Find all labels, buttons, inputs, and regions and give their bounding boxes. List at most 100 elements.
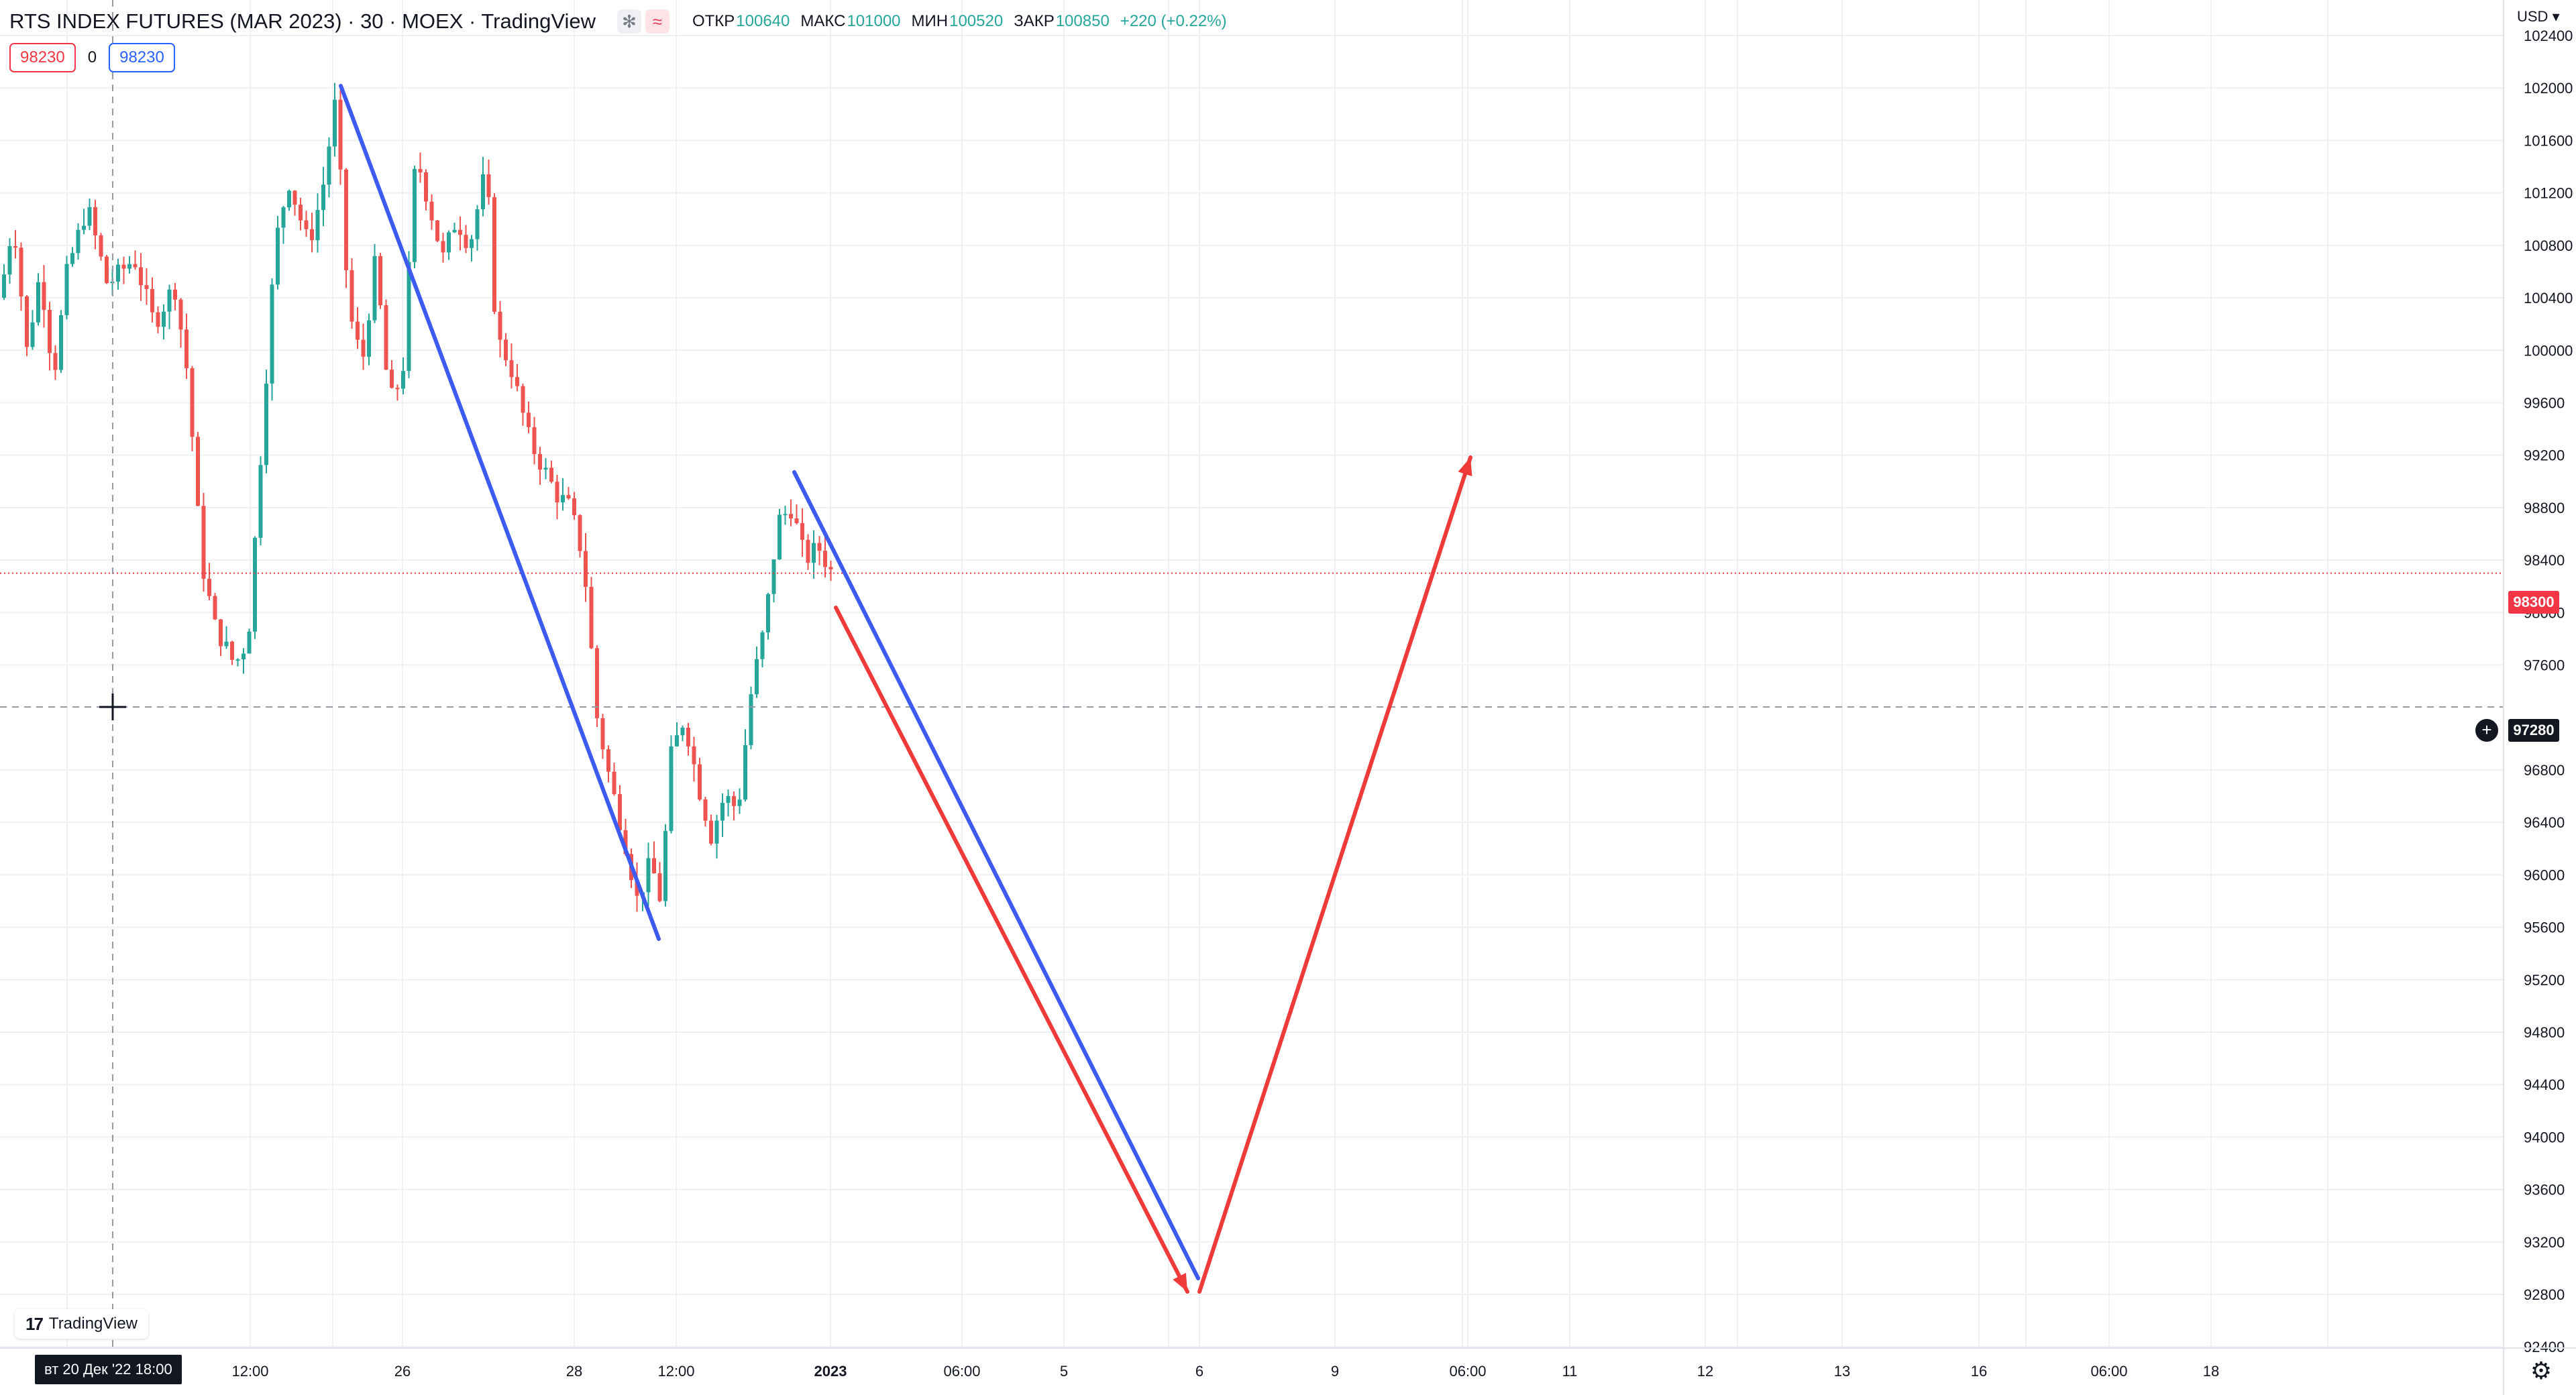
chart-header: RTS INDEX FUTURES (MAR 2023) · 30 · MOEX… bbox=[9, 7, 1227, 36]
candle-body bbox=[144, 285, 149, 290]
candle-body bbox=[589, 587, 594, 649]
candle-body bbox=[87, 207, 92, 226]
candle-body bbox=[93, 207, 97, 235]
candle-body bbox=[771, 559, 776, 594]
price-axis-label: 99600 bbox=[2524, 394, 2565, 411]
price-axis-label: 100800 bbox=[2524, 237, 2573, 254]
candle-body bbox=[299, 205, 303, 221]
candle-body bbox=[139, 267, 143, 286]
time-axis-label: 06:00 bbox=[1449, 1363, 1486, 1380]
candle-body bbox=[344, 169, 348, 270]
gear-icon[interactable]: ⚙ bbox=[2530, 1357, 2553, 1384]
candle-body bbox=[680, 728, 685, 736]
candle-body bbox=[30, 322, 35, 347]
snowflake-icon[interactable]: ✻ bbox=[616, 9, 641, 34]
approx-icon[interactable]: ≈ bbox=[645, 9, 669, 34]
candle-body bbox=[777, 514, 782, 560]
candle-body bbox=[378, 256, 382, 306]
time-axis-label: 16 bbox=[1971, 1363, 1987, 1380]
candle-body bbox=[561, 495, 565, 503]
candle-body bbox=[515, 377, 519, 386]
time-axis-label: 12 bbox=[1697, 1363, 1713, 1380]
tradingview-logo-icon: 17 bbox=[25, 1313, 44, 1334]
candle-body bbox=[698, 764, 702, 800]
current-price-tag: 98300 bbox=[2508, 591, 2559, 614]
candle-body bbox=[435, 220, 439, 241]
candle-body bbox=[350, 270, 354, 322]
candle-body bbox=[720, 803, 724, 821]
candle-body bbox=[36, 282, 40, 323]
sell-button[interactable]: 98230 bbox=[9, 43, 76, 72]
candle-body bbox=[367, 320, 371, 357]
time-axis-label: 18 bbox=[2203, 1363, 2219, 1380]
candle-body bbox=[19, 247, 23, 296]
candle-body bbox=[635, 880, 639, 896]
plus-icon[interactable]: + bbox=[2475, 719, 2498, 742]
price-axis-label: 93600 bbox=[2524, 1182, 2565, 1198]
currency-label: USD bbox=[2517, 8, 2548, 25]
candle-body bbox=[726, 796, 731, 803]
price-axis-label: 92800 bbox=[2524, 1286, 2565, 1303]
candle-body bbox=[600, 718, 605, 750]
candle-body bbox=[572, 498, 576, 516]
candle-body bbox=[395, 388, 400, 390]
candle-body bbox=[584, 551, 588, 588]
candle-body bbox=[219, 619, 223, 647]
time-axis-label: 13 bbox=[1834, 1363, 1850, 1380]
candle-body bbox=[521, 386, 525, 413]
time-axis-label: 06:00 bbox=[943, 1363, 980, 1380]
candle-body bbox=[743, 745, 747, 800]
candle-body bbox=[486, 174, 491, 197]
price-axis-label: 94800 bbox=[2524, 1024, 2565, 1041]
candle-body bbox=[549, 467, 553, 482]
candle-body bbox=[794, 518, 799, 523]
candle-body bbox=[287, 190, 291, 208]
time-axis-label: 12:00 bbox=[231, 1363, 268, 1380]
price-axis-label: 94400 bbox=[2524, 1076, 2565, 1093]
candle-body bbox=[703, 799, 708, 821]
candle-body bbox=[543, 467, 548, 470]
candle-body bbox=[184, 329, 189, 369]
candle-body bbox=[241, 653, 246, 660]
status-badges: ✻ ≈ bbox=[616, 9, 669, 34]
open-value: 100640 bbox=[736, 12, 790, 30]
symbol-title[interactable]: RTS INDEX FUTURES (MAR 2023) · 30 · MOEX… bbox=[9, 9, 596, 33]
candle-body bbox=[304, 220, 309, 229]
candle-body bbox=[201, 506, 206, 579]
high-label: МАКС bbox=[800, 12, 846, 30]
price-axis-label: 101600 bbox=[2524, 132, 2573, 149]
candle-body bbox=[429, 201, 434, 221]
price-axis-label: 100000 bbox=[2524, 342, 2573, 359]
price-axis-label: 99200 bbox=[2524, 447, 2565, 464]
candle-body bbox=[606, 749, 610, 772]
tradingview-watermark[interactable]: 17 TradingView bbox=[15, 1309, 148, 1339]
currency-selector[interactable]: USD ▾ bbox=[2517, 8, 2560, 25]
candle-body bbox=[315, 210, 320, 241]
close-label: ЗАКР bbox=[1014, 12, 1055, 30]
candle-body bbox=[789, 514, 793, 518]
candle-body bbox=[99, 235, 103, 257]
candle-body bbox=[13, 245, 17, 248]
price-axis-label: 102400 bbox=[2524, 27, 2573, 44]
candle-body bbox=[452, 229, 457, 233]
red-arrow-down bbox=[834, 606, 1189, 1294]
price-axis-label: 100400 bbox=[2524, 290, 2573, 306]
grid-lines bbox=[0, 0, 2504, 1348]
candle-body bbox=[48, 310, 52, 353]
candle-body bbox=[755, 659, 759, 695]
candle-body bbox=[823, 551, 827, 567]
candle-body bbox=[692, 746, 696, 765]
price-axis-label: 97600 bbox=[2524, 657, 2565, 674]
buy-button[interactable]: 98230 bbox=[109, 43, 175, 72]
candle-body bbox=[578, 515, 582, 551]
candle-body bbox=[281, 207, 286, 228]
price-axis-label: 95200 bbox=[2524, 972, 2565, 989]
candle-body bbox=[806, 539, 810, 563]
candle-body bbox=[258, 465, 263, 538]
candle-body bbox=[167, 289, 172, 312]
candle-body bbox=[127, 264, 131, 269]
candle-body bbox=[475, 209, 480, 239]
candle-body bbox=[333, 99, 337, 147]
candle-body bbox=[190, 368, 195, 437]
